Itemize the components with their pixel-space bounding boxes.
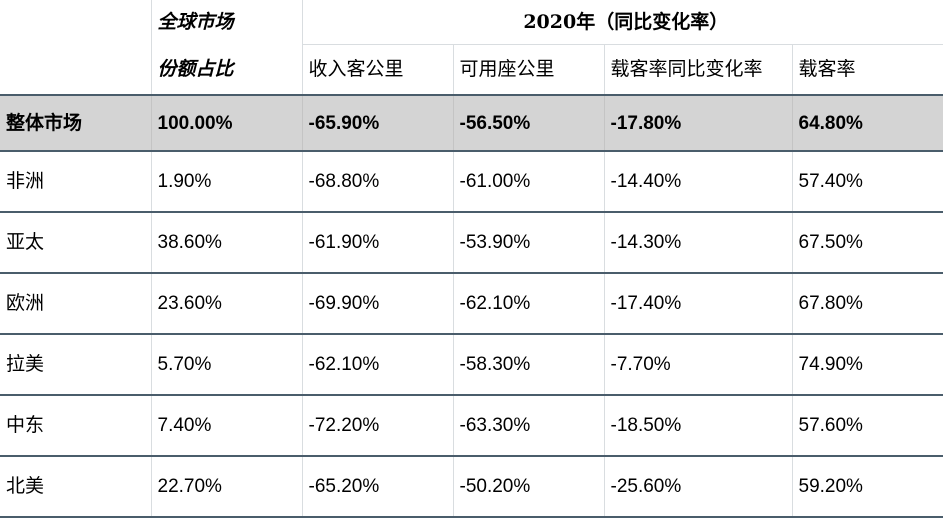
share-cell: 23.60%	[151, 273, 303, 335]
table-row: 拉美 5.70% -62.10% -58.30% -7.70% 74.90%	[0, 334, 943, 396]
corner-cell-2	[0, 44, 152, 96]
table-row: 非洲 1.90% -68.80% -61.00% -14.40% 57.40%	[0, 151, 943, 213]
table-row: 中东 7.40% -72.20% -63.30% -18.50% 57.60%	[0, 395, 943, 457]
region-cell: 拉美	[0, 334, 152, 396]
region-cell: 整体市场	[0, 95, 152, 152]
rpk-cell: -61.90%	[302, 212, 454, 274]
share-cell: 1.90%	[151, 151, 303, 213]
lf-change-cell: -14.30%	[604, 212, 793, 274]
share-header: 份额占比	[151, 44, 303, 96]
share-cell: 38.60%	[151, 212, 303, 274]
ask-cell: -50.20%	[453, 456, 605, 518]
ask-cell: -56.50%	[453, 95, 605, 152]
ask-cell: -63.30%	[453, 395, 605, 457]
lf-change-cell: -25.60%	[604, 456, 793, 518]
lf-change-cell: -17.40%	[604, 273, 793, 335]
header-row-2: 份额占比 收入客公里 可用座公里 载客率同比变化率 载客率	[0, 44, 943, 96]
rpk-cell: -69.90%	[302, 273, 454, 335]
lf-cell: 67.80%	[792, 273, 943, 335]
ask-header: 可用座公里	[453, 44, 605, 96]
year-group-header: 2020年（同比变化率）	[302, 0, 943, 45]
lf-cell: 59.20%	[792, 456, 943, 518]
lf-header: 载客率	[792, 44, 943, 96]
lf-change-cell: -14.40%	[604, 151, 793, 213]
header-row-1: 全球市场 2020年（同比变化率）	[0, 0, 943, 45]
lf-cell: 57.40%	[792, 151, 943, 213]
table-row: 欧洲 23.60% -69.90% -62.10% -17.40% 67.80%	[0, 273, 943, 335]
share-cell: 100.00%	[151, 95, 303, 152]
total-row: 整体市场 100.00% -65.90% -56.50% -17.80% 64.…	[0, 95, 943, 152]
ask-cell: -61.00%	[453, 151, 605, 213]
lf-cell: 57.60%	[792, 395, 943, 457]
lf-change-cell: -7.70%	[604, 334, 793, 396]
region-cell: 北美	[0, 456, 152, 518]
rpk-cell: -62.10%	[302, 334, 454, 396]
lf-change-header: 载客率同比变化率	[604, 44, 793, 96]
share-cell: 7.40%	[151, 395, 303, 457]
table-row: 北美 22.70% -65.20% -50.20% -25.60% 59.20%	[0, 456, 943, 518]
table-row: 亚太 38.60% -61.90% -53.90% -14.30% 67.50%	[0, 212, 943, 274]
rpk-cell: -72.20%	[302, 395, 454, 457]
rpk-cell: -68.80%	[302, 151, 454, 213]
lf-cell: 74.90%	[792, 334, 943, 396]
lf-cell: 64.80%	[792, 95, 943, 152]
ask-cell: -58.30%	[453, 334, 605, 396]
rpk-header: 收入客公里	[302, 44, 454, 96]
region-cell: 欧洲	[0, 273, 152, 335]
rpk-cell: -65.90%	[302, 95, 454, 152]
lf-change-cell: -18.50%	[604, 395, 793, 457]
region-cell: 中东	[0, 395, 152, 457]
rpk-cell: -65.20%	[302, 456, 454, 518]
share-cell: 22.70%	[151, 456, 303, 518]
ask-cell: -62.10%	[453, 273, 605, 335]
lf-change-cell: -17.80%	[604, 95, 793, 152]
corner-cell	[0, 0, 152, 45]
region-cell: 非洲	[0, 151, 152, 213]
ask-cell: -53.90%	[453, 212, 605, 274]
region-cell: 亚太	[0, 212, 152, 274]
share-cell: 5.70%	[151, 334, 303, 396]
global-market-header: 全球市场	[151, 0, 303, 45]
lf-cell: 67.50%	[792, 212, 943, 274]
